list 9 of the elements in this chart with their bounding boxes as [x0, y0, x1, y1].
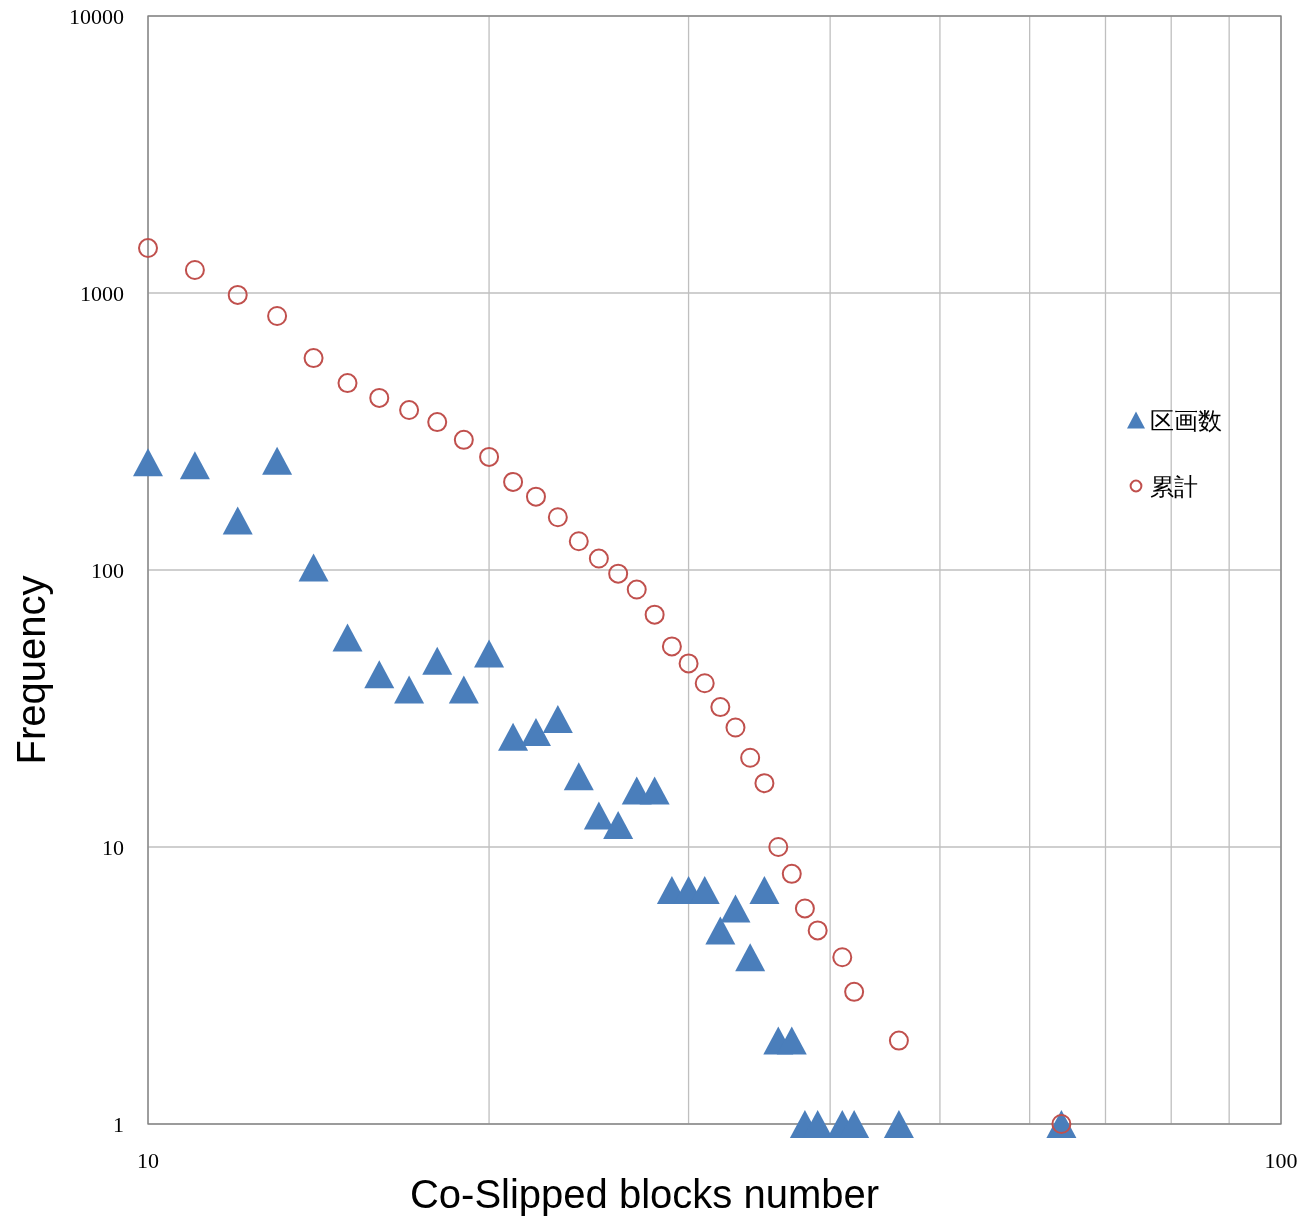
y-tick-label: 10000: [69, 4, 124, 29]
y-axis-title: Frequency: [9, 575, 53, 765]
y-tick-label: 1: [113, 1112, 124, 1137]
x-axis-title: Co-Slipped blocks number: [409, 1172, 880, 1216]
y-tick-label: 1000: [80, 281, 124, 306]
legend-label: 累計: [1150, 473, 1198, 501]
y-tick-label: 100: [91, 558, 124, 583]
y-tick-label: 10: [102, 835, 124, 860]
legend-label: 区画数: [1150, 407, 1222, 435]
